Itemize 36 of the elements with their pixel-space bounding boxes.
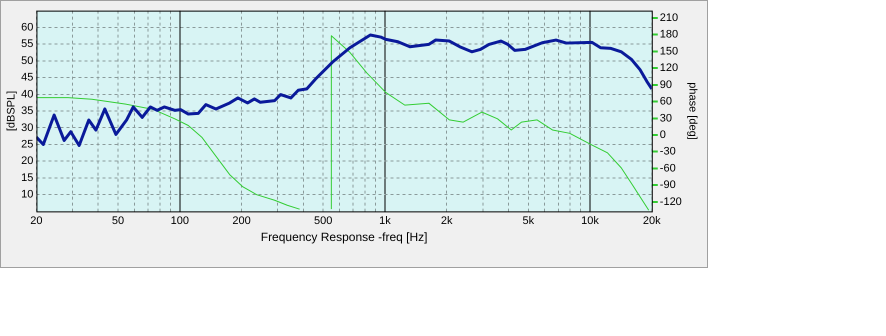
y-tick-label: 35 bbox=[21, 105, 34, 118]
y-tick-label: 50 bbox=[21, 54, 34, 67]
y-tick-label: 25 bbox=[21, 138, 34, 150]
x-tick-label: 20 bbox=[30, 215, 43, 228]
x-tick-label: 20k bbox=[642, 215, 662, 228]
y-tick-label: 60 bbox=[21, 21, 34, 34]
x-tick-label: 5k bbox=[522, 215, 535, 228]
x-tick-label: 10k bbox=[581, 215, 600, 228]
x-axis-title: Frequency Response -freq [Hz] bbox=[260, 230, 428, 244]
x-tick-label: 100 bbox=[170, 215, 189, 228]
y2-tick-label: -90 bbox=[660, 179, 676, 192]
y2-tick-label: 30 bbox=[660, 112, 672, 124]
y-tick-label: 40 bbox=[21, 88, 34, 100]
x-tick-label: 50 bbox=[112, 215, 124, 228]
y2-tick-label: 0 bbox=[660, 129, 666, 142]
y-tick-label: 30 bbox=[21, 122, 34, 134]
y2-tick-label: -60 bbox=[660, 162, 676, 174]
y-axis-title: [dBSPL] bbox=[6, 90, 18, 132]
y-tick-label: 20 bbox=[21, 155, 34, 168]
x-tick-label: 1k bbox=[379, 215, 392, 228]
y2-axis-title: phase [deg] bbox=[686, 82, 698, 140]
y-tick-label: 15 bbox=[21, 172, 34, 184]
y2-tick-label: 180 bbox=[660, 28, 678, 41]
y-tick-label: 45 bbox=[21, 72, 34, 84]
y2-tick-label: 150 bbox=[660, 45, 678, 58]
y2-tick-label: 60 bbox=[660, 96, 672, 108]
y2-tick-label: 210 bbox=[660, 12, 678, 24]
y-tick-label: 55 bbox=[21, 38, 34, 50]
y-tick-label: 10 bbox=[21, 188, 34, 201]
y2-tick-label: 90 bbox=[660, 78, 672, 91]
x-tick-label: 2k bbox=[440, 215, 453, 228]
y2-tick-label: -120 bbox=[660, 196, 682, 208]
y2-tick-label: 120 bbox=[660, 62, 678, 74]
x-tick-label: 200 bbox=[232, 215, 251, 228]
y2-tick-label: -30 bbox=[660, 146, 676, 158]
x-tick-label: 500 bbox=[314, 215, 332, 228]
